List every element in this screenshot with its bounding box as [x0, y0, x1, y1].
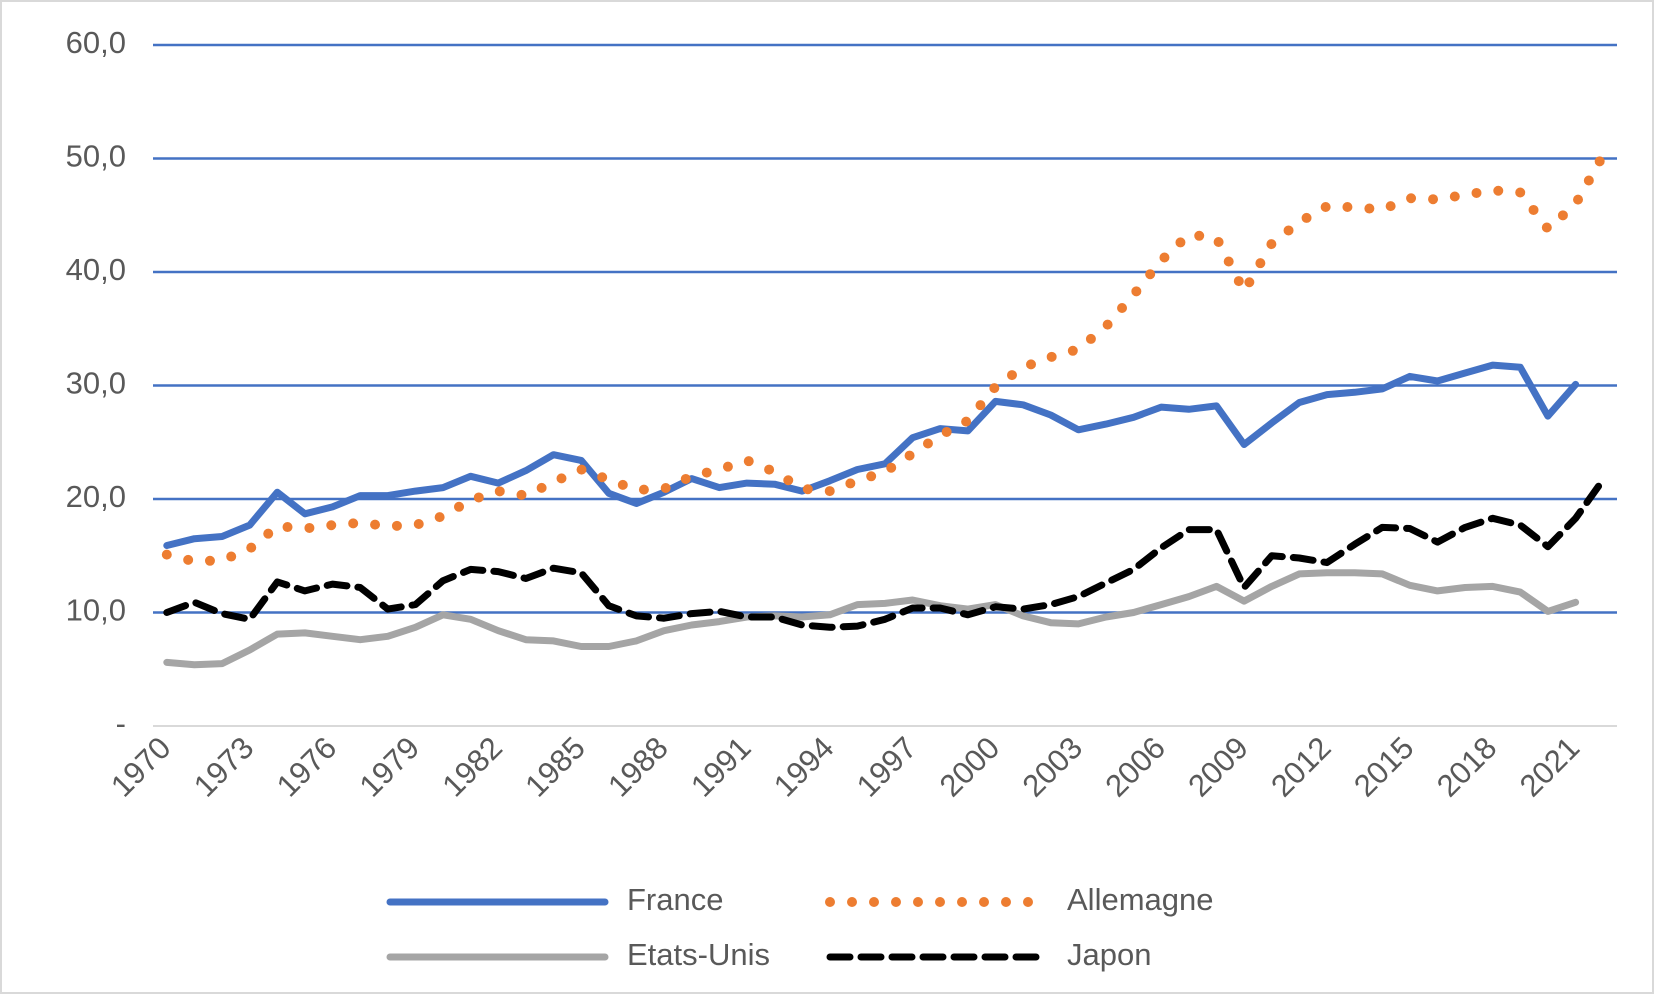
legend-item: Japon [826, 937, 1151, 972]
y-tick-label: 30,0 [66, 366, 126, 401]
legend-item: Etats-Unis [386, 937, 770, 972]
series-line [163, 361, 1580, 549]
legend-item: France [386, 882, 723, 917]
series-line [163, 476, 1607, 631]
y-tick-label: 60,0 [66, 25, 126, 60]
y-tick-label: 20,0 [66, 479, 126, 514]
legend-label: France [627, 882, 723, 917]
y-tick-label: - [116, 706, 126, 741]
y-tick-label: 50,0 [66, 139, 126, 174]
legend-item: Allemagne [825, 882, 1213, 917]
legend-label: Etats-Unis [627, 937, 770, 972]
y-tick-label: 40,0 [66, 252, 126, 287]
legend-label: Allemagne [1067, 882, 1213, 917]
legend-label: Japon [1067, 937, 1151, 972]
series-line [163, 569, 1580, 669]
y-tick-label: 10,0 [66, 593, 126, 628]
